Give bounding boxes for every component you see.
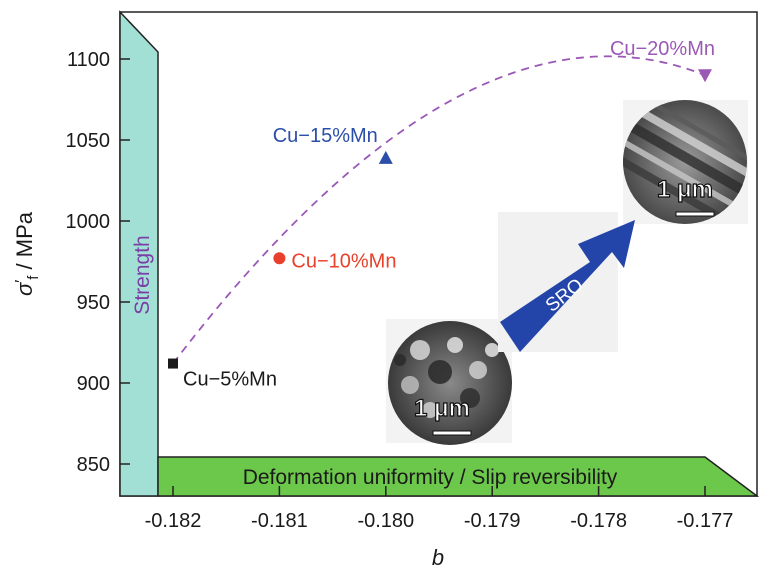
x-tick-label: -0.177 bbox=[677, 510, 734, 532]
y-tick-label: 1050 bbox=[66, 130, 111, 152]
x-axis-title: b bbox=[432, 545, 444, 570]
sro-arrow: SRO bbox=[498, 212, 635, 352]
x-tick-label: -0.182 bbox=[145, 510, 202, 532]
data-point-marker bbox=[698, 69, 712, 83]
x-tick-label: -0.178 bbox=[570, 510, 627, 532]
data-point-marker bbox=[273, 252, 286, 265]
y-axis: 850 900 950 1000 1050 1100 bbox=[66, 49, 130, 476]
svg-text:σ′f / MPa: σ′f / MPa bbox=[12, 211, 42, 296]
data-point-label: Cu−5%Mn bbox=[183, 369, 277, 391]
y-axis-title: σ′f / MPa bbox=[12, 211, 42, 296]
x-axis: -0.182 -0.181 -0.180 -0.179 -0.178 -0.177 bbox=[145, 486, 734, 532]
tem-image-high-mn: 1 μm bbox=[623, 100, 748, 224]
data-point-label: Cu−10%Mn bbox=[291, 250, 396, 272]
trend-line bbox=[172, 55, 706, 365]
data-point-marker bbox=[378, 150, 393, 164]
data-labels: Cu−5%Mn Cu−10%Mn Cu−15%Mn Cu−20%Mn bbox=[183, 38, 715, 390]
data-point-marker bbox=[168, 358, 178, 369]
data-markers bbox=[168, 69, 712, 369]
y-axis-title-subscript: f bbox=[25, 275, 42, 280]
data-point-label: Cu−20%Mn bbox=[610, 38, 715, 60]
y-tick-label: 1000 bbox=[66, 211, 111, 233]
x-tick-label: -0.179 bbox=[464, 510, 521, 532]
scale-bar-2 bbox=[675, 211, 715, 217]
y-axis-title-unit: / MPa bbox=[12, 211, 37, 275]
data-point-label: Cu−15%Mn bbox=[273, 125, 378, 147]
x-tick-label: -0.180 bbox=[357, 510, 414, 532]
scale-bar-1 bbox=[432, 430, 472, 436]
scale-bar-label-2: 1 μm bbox=[657, 176, 713, 203]
x-tick-label: -0.181 bbox=[251, 510, 308, 532]
deformation-band bbox=[157, 456, 760, 497]
deformation-band-label: Deformation uniformity / Slip reversibil… bbox=[243, 466, 618, 489]
y-tick-label: 850 bbox=[77, 454, 110, 476]
y-tick-label: 950 bbox=[77, 292, 110, 314]
tem-image-low-mn: 1 μm bbox=[386, 319, 512, 445]
y-tick-label: 1100 bbox=[67, 49, 110, 71]
strength-band-label: Strength bbox=[131, 235, 154, 314]
scale-bar-label-1: 1 μm bbox=[414, 395, 470, 422]
y-axis-title-prime: ′ bbox=[13, 280, 30, 283]
y-tick-label: 900 bbox=[77, 373, 110, 395]
y-axis-title-symbol: σ bbox=[12, 282, 37, 296]
